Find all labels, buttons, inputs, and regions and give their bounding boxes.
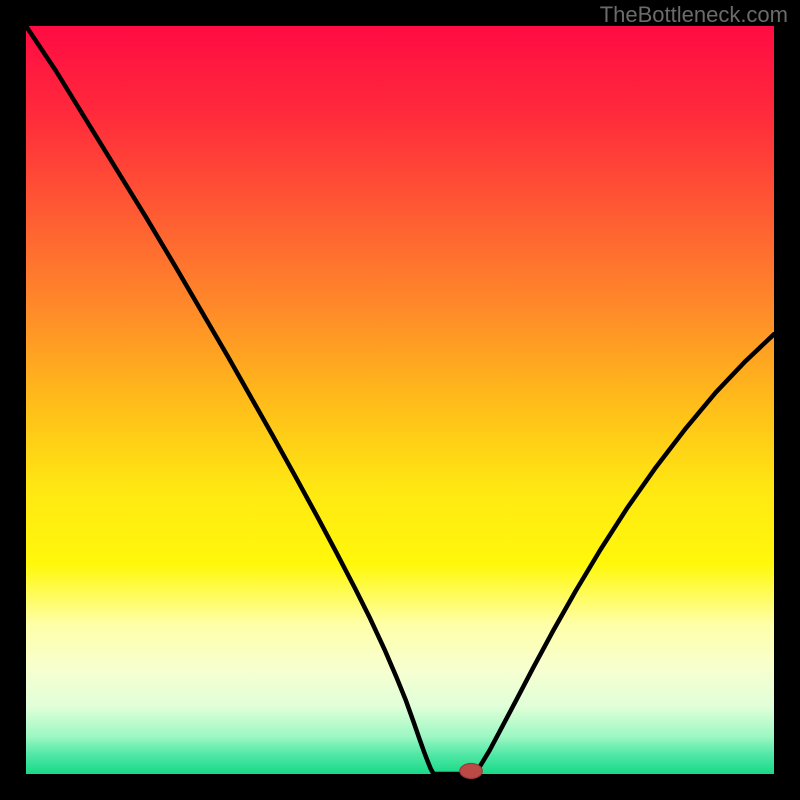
bottleneck-chart: TheBottleneck.com <box>0 0 800 800</box>
chart-background <box>26 26 774 774</box>
optimal-marker <box>460 764 482 779</box>
attribution-text: TheBottleneck.com <box>600 2 788 27</box>
chart-svg: TheBottleneck.com <box>0 0 800 800</box>
